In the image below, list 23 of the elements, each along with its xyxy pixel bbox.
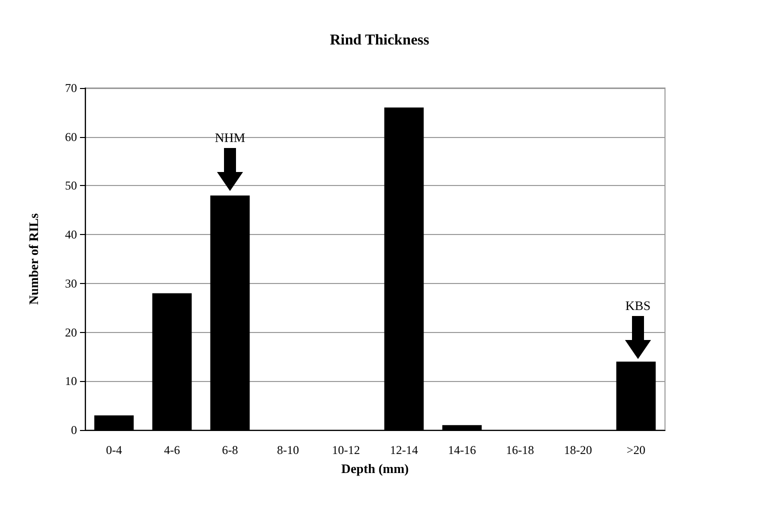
x-tick-label: 12-14 [390,443,418,457]
x-tick-label: >20 [626,443,646,457]
x-tick-label: 14-16 [448,443,476,457]
x-tick-label: 6-8 [222,443,238,457]
x-tick-label: 10-12 [332,443,360,457]
y-tick-label: 50 [65,178,77,193]
y-tick-label: 70 [65,81,77,95]
x-tick-label: 0-4 [106,443,122,457]
y-axis-title: Number of RILs [26,213,41,305]
y-tick-label: 20 [65,325,77,340]
x-tick-label: 8-10 [277,443,299,457]
y-tick-label: 0 [71,423,77,437]
y-tick-label: 40 [65,228,77,242]
chart-title: Rind Thickness [330,32,430,48]
x-tick-label: 18-20 [564,443,592,457]
annotation: KBS [625,298,651,314]
x-axis-title: Depth (mm) [341,461,409,476]
annotation: NHM [214,130,246,146]
y-tick-label: 30 [65,276,77,290]
y-tick-label: 60 [65,130,77,144]
x-tick-label: 4-6 [164,443,180,457]
x-tick-label: 16-18 [506,443,534,457]
y-tick-label: 10 [65,374,77,388]
